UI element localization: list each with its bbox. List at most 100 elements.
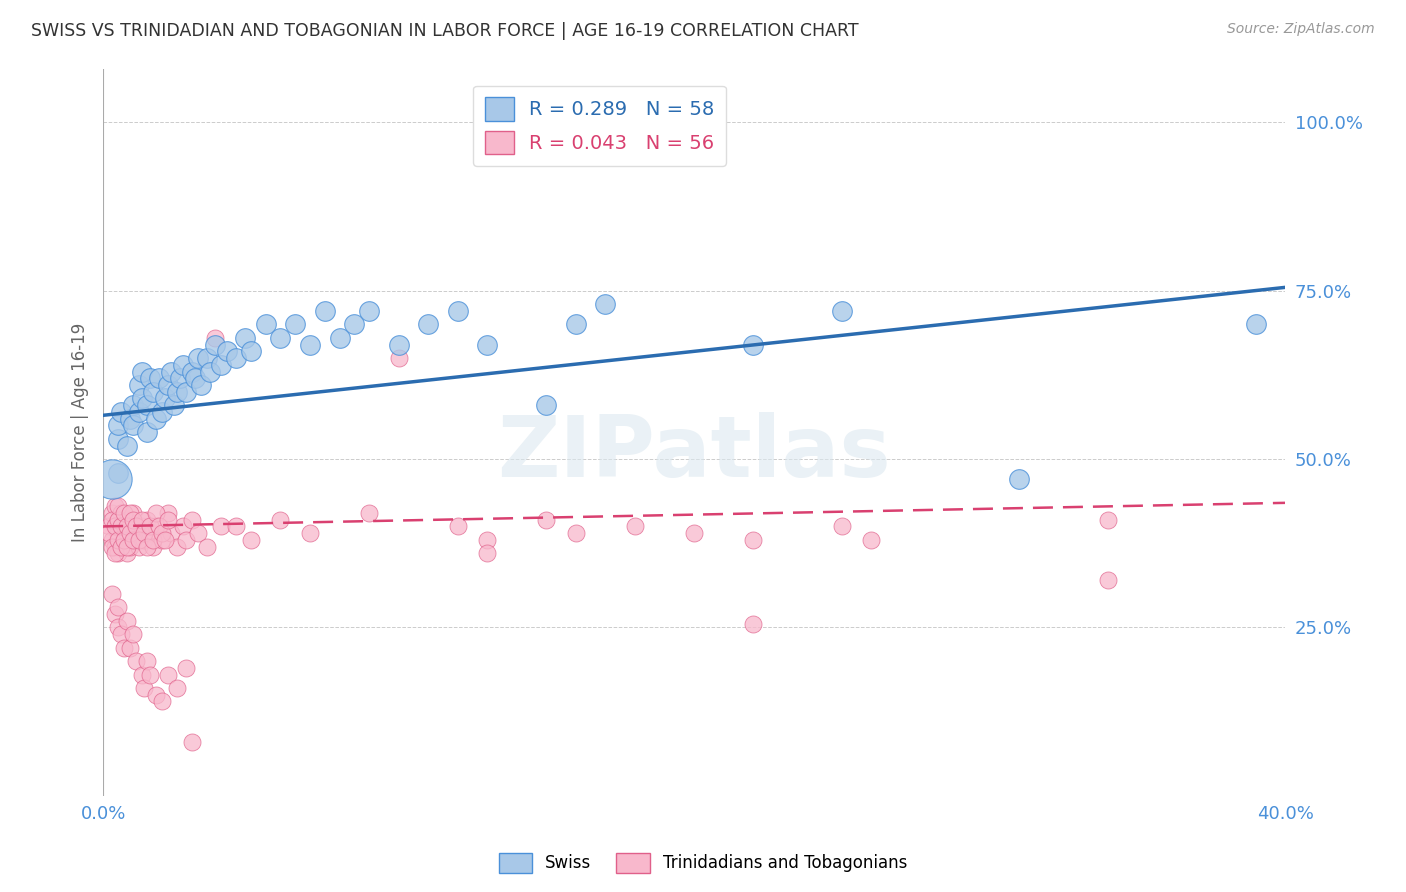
Point [104, 540, 127, 554]
Point [104, 546, 127, 560]
Point [343, 318, 366, 332]
Point [239, 344, 262, 359]
Point [110, 540, 132, 554]
Point [187, 351, 209, 365]
Point [187, 526, 209, 541]
Point [128, 405, 150, 419]
Point [104, 519, 127, 533]
Point [139, 371, 162, 385]
Point [163, 398, 186, 412]
Point [314, 304, 336, 318]
Point [153, 392, 176, 406]
Point [112, 533, 135, 547]
Point [104, 499, 127, 513]
Point [166, 384, 188, 399]
Point [683, 526, 706, 541]
Point [142, 540, 165, 554]
Point [233, 331, 256, 345]
Point [157, 667, 180, 681]
Point [136, 398, 159, 412]
Point [101, 587, 124, 601]
Point [115, 439, 138, 453]
Point [269, 331, 291, 345]
Point [860, 533, 883, 547]
Point [124, 526, 146, 541]
Point [136, 425, 159, 439]
Point [128, 540, 150, 554]
Point [172, 358, 194, 372]
Point [107, 513, 129, 527]
Point [145, 506, 167, 520]
Point [150, 405, 173, 419]
Point [160, 365, 183, 379]
Point [121, 418, 143, 433]
Point [107, 546, 129, 560]
Point [118, 411, 141, 425]
Point [1097, 513, 1119, 527]
Point [110, 506, 132, 520]
Point [101, 472, 124, 486]
Y-axis label: In Labor Force | Age 16-19: In Labor Force | Age 16-19 [72, 323, 89, 541]
Text: Source: ZipAtlas.com: Source: ZipAtlas.com [1227, 22, 1375, 37]
Point [121, 533, 143, 547]
Point [131, 365, 153, 379]
Point [172, 519, 194, 533]
Point [136, 513, 159, 527]
Point [254, 318, 277, 332]
Point [112, 640, 135, 655]
Point [107, 600, 129, 615]
Point [115, 614, 138, 628]
Point [298, 526, 321, 541]
Point [112, 519, 135, 533]
Point [157, 378, 180, 392]
Point [128, 533, 150, 547]
Point [225, 519, 247, 533]
Legend: R = 0.289   N = 58, R = 0.043   N = 56: R = 0.289 N = 58, R = 0.043 N = 56 [472, 86, 727, 166]
Point [184, 371, 207, 385]
Point [180, 513, 202, 527]
Point [121, 513, 143, 527]
Point [104, 519, 127, 533]
Point [145, 688, 167, 702]
Point [110, 519, 132, 533]
Point [107, 526, 129, 541]
Point [121, 506, 143, 520]
Point [128, 378, 150, 392]
Point [110, 519, 132, 533]
Point [174, 384, 197, 399]
Point [134, 526, 156, 541]
Point [204, 331, 226, 345]
Point [225, 351, 247, 365]
Point [107, 499, 129, 513]
Point [124, 654, 146, 668]
Point [121, 398, 143, 412]
Point [112, 533, 135, 547]
Point [142, 533, 165, 547]
Point [115, 546, 138, 560]
Point [153, 533, 176, 547]
Point [190, 378, 212, 392]
Point [134, 681, 156, 695]
Point [595, 297, 617, 311]
Point [110, 627, 132, 641]
Point [139, 526, 162, 541]
Point [115, 526, 138, 541]
Point [166, 681, 188, 695]
Point [107, 533, 129, 547]
Point [98, 519, 121, 533]
Point [107, 432, 129, 446]
Point [118, 506, 141, 520]
Point [195, 540, 218, 554]
Point [1244, 318, 1267, 332]
Point [239, 533, 262, 547]
Point [477, 546, 499, 560]
Point [115, 519, 138, 533]
Point [269, 513, 291, 527]
Point [180, 735, 202, 749]
Point [145, 411, 167, 425]
Point [477, 337, 499, 351]
Point [180, 365, 202, 379]
Point [150, 533, 173, 547]
Point [134, 533, 156, 547]
Point [131, 519, 153, 533]
